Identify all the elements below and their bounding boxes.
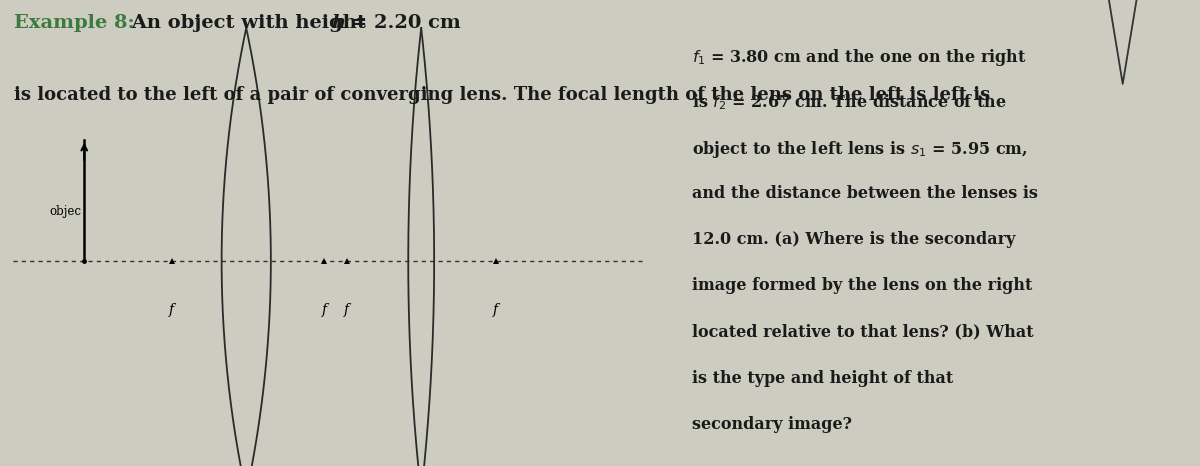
Text: is located to the left of a pair of converging lens. The focal length of the len: is located to the left of a pair of conv… <box>14 86 991 104</box>
Text: An object with height: An object with height <box>125 14 372 32</box>
Text: and the distance between the lenses is: and the distance between the lenses is <box>692 185 1038 202</box>
Text: Example 8:: Example 8: <box>14 14 136 32</box>
Text: f: f <box>322 303 326 317</box>
Text: object to the left lens is $s_1$ = 5.95 cm,: object to the left lens is $s_1$ = 5.95 … <box>692 139 1028 160</box>
Text: secondary image?: secondary image? <box>692 416 852 432</box>
Text: f: f <box>169 303 174 317</box>
Text: located relative to that lens? (b) What: located relative to that lens? (b) What <box>692 323 1033 340</box>
Text: $f_1$ = 3.80 cm and the one on the right: $f_1$ = 3.80 cm and the one on the right <box>692 47 1027 68</box>
Text: f: f <box>344 303 349 317</box>
Text: is $f_2$ = 2.67 cm. The distance of the: is $f_2$ = 2.67 cm. The distance of the <box>692 93 1007 112</box>
Text: is the type and height of that: is the type and height of that <box>692 370 954 386</box>
Text: = 2.20 cm: = 2.20 cm <box>344 14 461 32</box>
Text: image formed by the lens on the right: image formed by the lens on the right <box>692 277 1032 294</box>
Text: objec: objec <box>49 205 82 218</box>
Text: 12.0 cm. (a) Where is the secondary: 12.0 cm. (a) Where is the secondary <box>692 231 1015 248</box>
Text: f: f <box>493 303 498 317</box>
Text: h: h <box>331 14 346 32</box>
